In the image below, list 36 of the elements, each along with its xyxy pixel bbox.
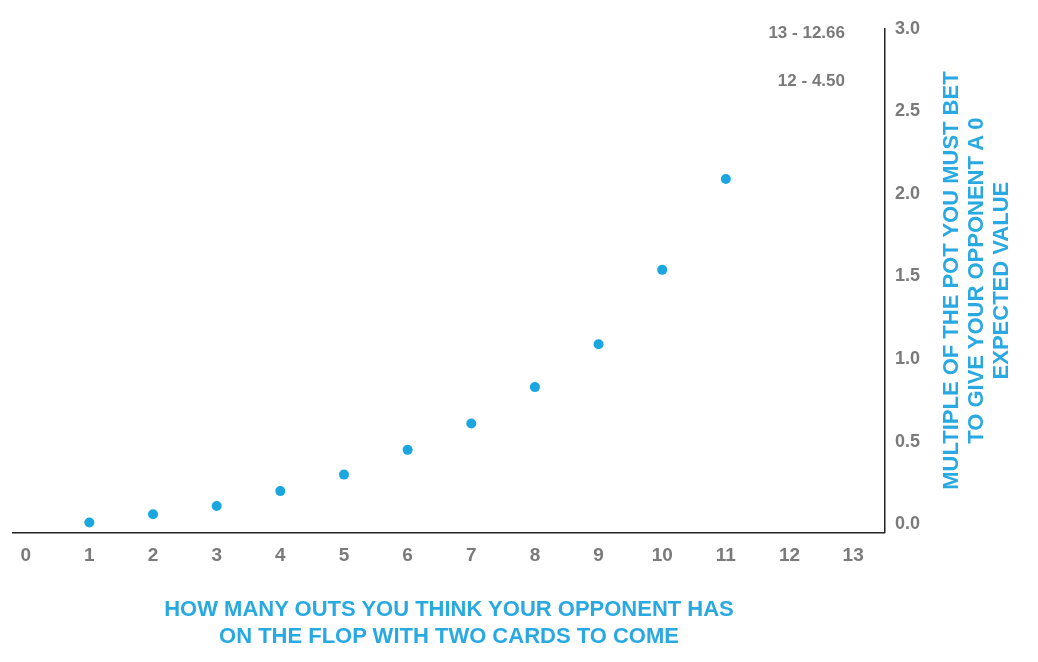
x-tick-label: 7 xyxy=(465,544,477,566)
x-tick-label: 0 xyxy=(20,544,32,566)
y-tick-label: 2.0 xyxy=(894,182,921,203)
x-tick-label: 2 xyxy=(147,544,159,566)
y-tick-label: 0.5 xyxy=(894,430,921,451)
point xyxy=(148,509,159,520)
x-tick-label: 1 xyxy=(84,544,96,566)
point xyxy=(402,444,413,455)
point xyxy=(720,174,731,185)
point xyxy=(84,517,95,528)
point xyxy=(657,264,668,275)
x-tick-label: 12 xyxy=(778,544,801,566)
point xyxy=(275,486,286,497)
point xyxy=(593,339,604,350)
annotation: 12 - 4.50 xyxy=(777,71,845,91)
y-tick-label: 1.5 xyxy=(894,265,921,286)
annotation: 13 - 12.66 xyxy=(768,23,845,43)
point xyxy=(338,469,349,480)
x-tick-label: 8 xyxy=(529,544,541,566)
point xyxy=(529,382,540,393)
x-tick-label: 11 xyxy=(715,544,737,566)
x-axis-title: HOW MANY OUTS YOU THINK YOUR OPPONENT HAS ON THE FLOP WITH TWO CARDS TO COME xyxy=(164,596,734,648)
point xyxy=(211,500,222,511)
x-tick-label: 10 xyxy=(651,544,673,566)
y-tick-label: 3.0 xyxy=(894,17,921,38)
y-axis-title: MULTIPLE OF THE POT YOU MUST BET TO GIVE YOUR OPPONENT A 0 EXPECTED VALUE xyxy=(938,70,1014,490)
point xyxy=(466,418,477,429)
y-tick-label: 1.0 xyxy=(894,348,921,368)
x-tick-label: 3 xyxy=(211,544,222,566)
x-tick-label: 5 xyxy=(338,544,350,566)
x-tick-label: 6 xyxy=(402,544,413,566)
x-tick-label: 9 xyxy=(593,544,604,566)
y-tick-label: 0.0 xyxy=(894,513,921,534)
y-tick-label: 2.5 xyxy=(894,100,921,121)
x-tick-label: 13 xyxy=(842,544,864,566)
x-tick-label: 4 xyxy=(275,544,287,566)
